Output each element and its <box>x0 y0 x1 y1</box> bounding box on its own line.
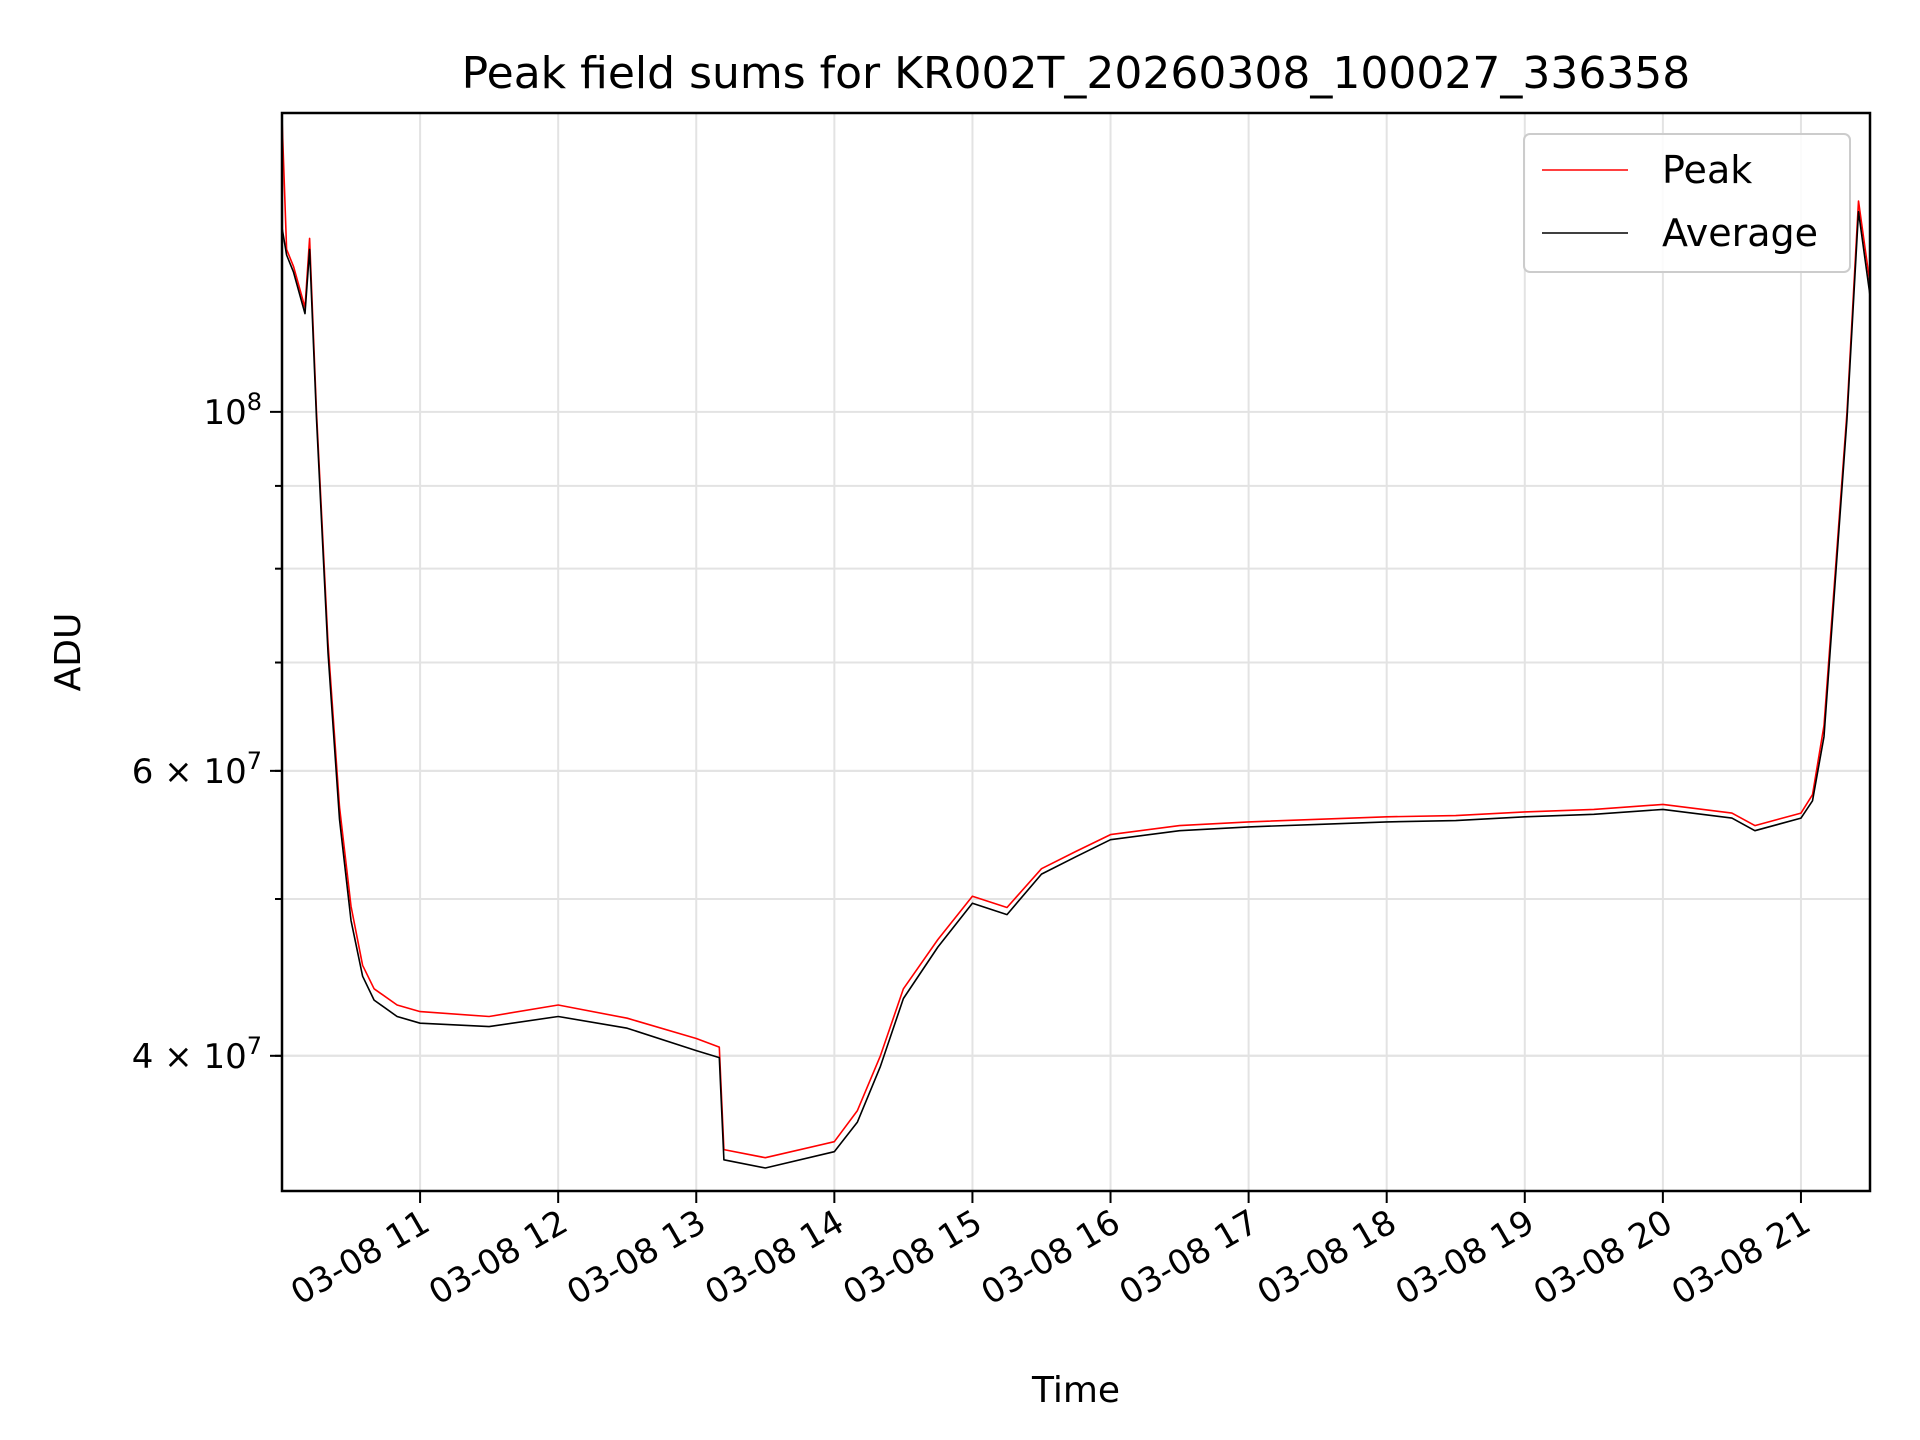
plot-frame <box>280 111 1872 1193</box>
legend-box <box>1523 133 1851 273</box>
x-tick-label: 03-08 20 <box>1527 1202 1679 1313</box>
x-tick-label: 03-08 16 <box>975 1202 1127 1313</box>
chart-title: Peak field sums for KR002T_20260308_1000… <box>462 48 1691 99</box>
legend: Peak Average <box>1523 133 1851 273</box>
y-tick-label: 6 × 107 <box>132 747 262 792</box>
grid-layer <box>282 113 1870 1191</box>
series-line-average <box>281 210 1871 1169</box>
series-layer <box>281 117 1871 1169</box>
y-tick-label: 4 × 107 <box>132 1032 262 1077</box>
x-tick-label: 03-08 12 <box>422 1202 574 1313</box>
series-line-peak <box>281 117 1871 1159</box>
y-axis-label: ADU <box>48 613 89 692</box>
legend-label-average: Average <box>1662 211 1818 255</box>
x-tick-label: 03-08 14 <box>698 1202 850 1313</box>
x-tick-label: 03-08 15 <box>837 1202 989 1313</box>
x-axis-label: Time <box>1031 1370 1120 1411</box>
y-tick-label: 108 <box>203 388 262 433</box>
x-tick-label: 03-08 13 <box>560 1202 712 1313</box>
legend-label-peak: Peak <box>1662 148 1752 192</box>
x-tick-label: 03-08 11 <box>284 1202 436 1313</box>
x-tick-label: 03-08 19 <box>1389 1202 1541 1313</box>
x-tick-label: 03-08 17 <box>1113 1202 1265 1313</box>
x-tick-label: 03-08 18 <box>1251 1202 1403 1313</box>
x-tick-label: 03-08 21 <box>1665 1202 1817 1313</box>
